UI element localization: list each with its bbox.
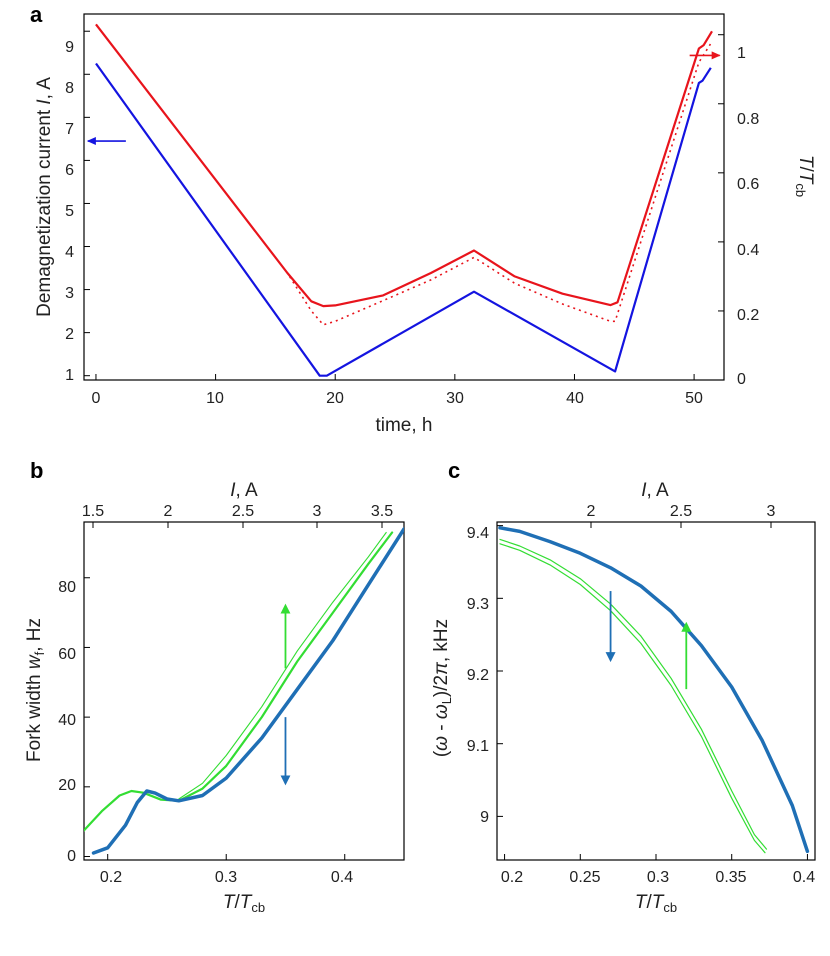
panel-b-top-tick: 3: [313, 503, 322, 520]
panel-a-y-tick: 7: [65, 121, 74, 138]
panel-a-x-tick: 0: [92, 390, 101, 407]
panel-b-x-tick: 0.3: [215, 869, 237, 886]
panel-a-x-tick: 40: [566, 390, 584, 407]
panel-a-y-axis-label-left: Demagnetization current I, A: [34, 77, 55, 317]
panel-b-frame: [83, 521, 405, 861]
panel-c-top-tick: 2: [587, 503, 596, 520]
panel-a-plot: [86, 23, 721, 377]
panel-a-x-tick: 10: [206, 390, 224, 407]
panel-label-a: a: [30, 2, 43, 27]
panel-b-x-axis-label: T/Tcb: [223, 892, 265, 915]
panel-b-top-tick: 3.5: [371, 503, 393, 520]
panel-a-y-axis-label-right: T/Tcb: [793, 155, 816, 197]
panel-a-y2-tick: 0.8: [737, 111, 759, 128]
panel-c-y-tick: 9.2: [467, 667, 489, 684]
panel-c-y-ticks: 9 9.1 9.2 9.3 9.4: [467, 525, 489, 826]
panel-a-x-ticks: 0 10 20 30 40 50: [92, 390, 703, 407]
panel-a-series-line: [95, 62, 712, 377]
panel-c-series-line: [499, 543, 766, 854]
panel-c-y-tick: 9.4: [467, 525, 489, 542]
panel-a-y2-tick: 0.6: [737, 176, 759, 193]
panel-b-top-tick: 1.5: [82, 503, 104, 520]
panel-c-x-tick: 0.2: [501, 869, 523, 886]
panel-c-y-axis-label: (ω - ωL)/2π, kHz: [431, 619, 454, 757]
panel-c-y-tick: 9.3: [467, 596, 489, 613]
panel-a-y-tick: 3: [65, 285, 74, 302]
panel-a-x-tick: 50: [685, 390, 703, 407]
panel-c-top-tick: 3: [767, 503, 776, 520]
panel-a-y-tick: 1: [65, 367, 74, 384]
panel-c-series-line: [498, 526, 810, 854]
panel-a-y-tick: 9: [65, 39, 74, 56]
panel-b-y-axis-label: Fork width wf, Hz: [24, 618, 47, 762]
panel-b-series-line: [84, 531, 394, 832]
panel-b-x-tick: 0.2: [100, 869, 122, 886]
panel-c-y-tick: 9.1: [467, 738, 489, 755]
panel-b-top-ticks: 1.5 2 2.5 3 3.5: [82, 503, 393, 520]
panel-b-y-tick: 80: [58, 579, 76, 596]
panel-c-x-ticks: 0.2 0.25 0.3 0.35 0.4: [501, 869, 815, 886]
panel-a-y2-tick: 0.2: [737, 307, 759, 324]
panel-b-y-tick: 60: [58, 646, 76, 663]
panel-a-y2-tick: 1: [737, 45, 746, 62]
panel-b-y-ticks: 0 20 40 60 80: [58, 579, 76, 865]
panel-b-series-line: [91, 527, 404, 855]
panel-a-frame: [83, 13, 725, 381]
panel-a-y2-tick: 0: [737, 371, 746, 388]
panel-a-y2-tick: 0.4: [737, 242, 759, 259]
panel-a-y-tick: 2: [65, 326, 74, 343]
panel-b-top-tick: 2.5: [232, 503, 254, 520]
panel-b-y-tick: 0: [67, 848, 76, 865]
panel-a-y-tick: 4: [65, 244, 74, 261]
panel-a-y-tick: 5: [65, 203, 74, 220]
panel-c-x-axis-label: T/Tcb: [635, 892, 677, 915]
panel-b-x-tick: 0.4: [331, 869, 353, 886]
panel-a-series-line: [95, 23, 713, 326]
panel-a-y-tick: 8: [65, 80, 74, 97]
panel-b-top-axis-label: I, A: [230, 480, 258, 501]
panel-label-c: c: [448, 458, 460, 483]
panel-a-x-tick: 30: [446, 390, 464, 407]
panel-c-y-tick: 9: [480, 809, 489, 826]
panel-b-x-ticks: 0.2 0.3 0.4: [100, 869, 353, 886]
panel-b-plot: [84, 527, 404, 855]
panel-c-x-tick: 0.35: [715, 869, 746, 886]
panel-c-x-tick: 0.3: [647, 869, 669, 886]
panel-a-y-tick: 6: [65, 162, 74, 179]
panel-a-y-ticks-left: 1 2 3 4 5 6 7 8 9: [65, 39, 74, 384]
panel-c-top-ticks: 2 2.5 3: [587, 503, 776, 520]
panel-a-series-line: [95, 23, 713, 308]
panel-a-y-ticks-right: 0 0.2 0.4 0.6 0.8 1: [737, 45, 759, 388]
panel-c-frame: [496, 521, 816, 861]
panel-b-series-line: [178, 531, 387, 800]
panel-c-x-tick: 0.4: [793, 869, 815, 886]
panel-c-top-axis-label: I, A: [641, 480, 669, 501]
panel-c-top-tick: 2.5: [670, 503, 692, 520]
panel-a-x-axis-label: time, h: [375, 415, 432, 436]
panel-b-y-tick: 40: [58, 712, 76, 729]
panel-b-y-tick: 20: [58, 777, 76, 794]
panel-c-series-line: [499, 538, 768, 850]
panel-a-x-tick: 20: [326, 390, 344, 407]
panel-c-plot: [498, 526, 810, 854]
panel-b-top-tick: 2: [164, 503, 173, 520]
panel-label-b: b: [30, 458, 43, 483]
panel-c-x-tick: 0.25: [569, 869, 600, 886]
